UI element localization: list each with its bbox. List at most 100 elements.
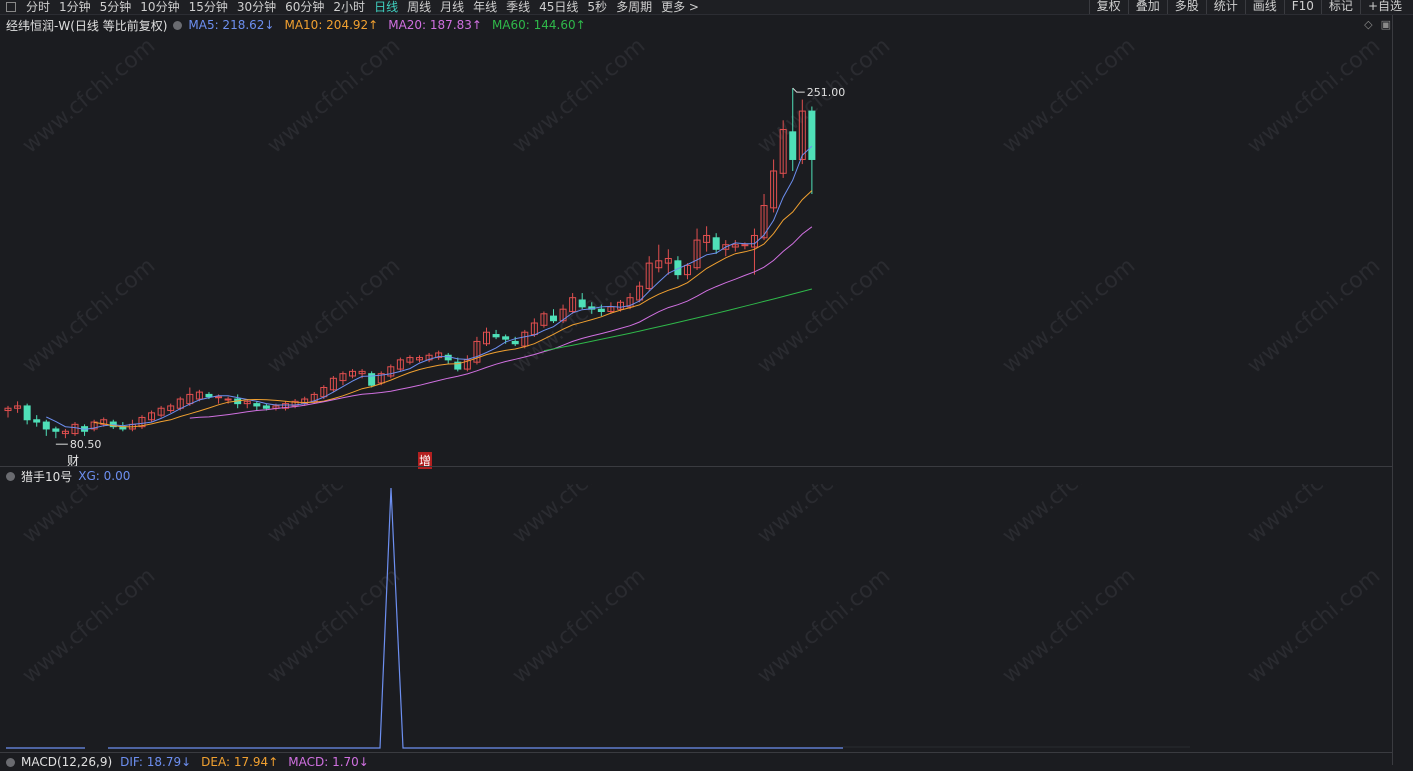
candle-body xyxy=(262,405,270,409)
period-tab-0[interactable]: 分时 xyxy=(26,0,51,14)
watermark-text: www.cfchi.com xyxy=(998,253,1140,378)
watermark-text: www.cfchi.com xyxy=(508,253,650,378)
candle-body xyxy=(569,297,577,312)
candle-body xyxy=(703,234,711,243)
candle-body xyxy=(626,297,634,308)
candlestick-chart[interactable]: www.cfchi.com www.cfchi.com www.cfchi.com w… xyxy=(0,34,1392,464)
candle-body xyxy=(559,308,567,322)
ma10-line xyxy=(94,190,813,428)
macd-title[interactable]: MACD(12,26,9) xyxy=(21,755,113,769)
candle-body xyxy=(760,205,768,239)
candle-body xyxy=(406,357,414,363)
panel-toggle-icon[interactable] xyxy=(6,2,16,12)
watermark-text: www.cfchi.com xyxy=(263,34,405,159)
panel-divider[interactable] xyxy=(0,466,1392,467)
watermark-text: www.cfchi.com xyxy=(508,484,650,549)
candle-body xyxy=(636,285,644,301)
indicator1-title[interactable]: 猎手10号 xyxy=(21,469,73,484)
candle-body xyxy=(655,260,663,269)
period-tab-8[interactable]: 日线 xyxy=(374,0,399,14)
candle-body xyxy=(157,407,165,416)
candle-body xyxy=(253,403,261,407)
period-tab-1[interactable]: 1分钟 xyxy=(59,0,91,14)
diamond-icon[interactable]: ◇ xyxy=(1364,18,1373,31)
right-tools: 复权 叠加 多股 统计 画线 F10 标记 +自选 xyxy=(1088,0,1409,14)
ma20-value: MA20: 187.83↑ xyxy=(388,18,482,32)
window-icon[interactable]: ▣ xyxy=(1380,18,1391,31)
macd-dea: DEA: 17.94↑ xyxy=(201,755,279,769)
stock-title[interactable]: 经纬恒润-W(日线 等比前复权) xyxy=(6,18,168,33)
panel-divider-2[interactable] xyxy=(0,752,1392,753)
ma20-line xyxy=(189,226,813,419)
tool-button-4[interactable]: 画线 xyxy=(1244,0,1284,14)
watermark-text: www.cfchi.com xyxy=(753,563,895,688)
candle-body xyxy=(339,373,347,382)
watermark-text: www.cfchi.com xyxy=(753,484,895,549)
candle-body xyxy=(664,258,672,264)
macd-legend: MACD(12,26,9) DIF: 18.79↓ DEA: 17.94↑ MA… xyxy=(0,753,379,771)
period-tab-7[interactable]: 2小时 xyxy=(333,0,366,14)
candle-body xyxy=(243,400,251,405)
candle-body xyxy=(502,336,510,340)
candle-body xyxy=(549,315,557,322)
watermark-text: www.cfchi.com xyxy=(753,253,895,378)
candle-body xyxy=(779,129,787,174)
candle-body xyxy=(435,352,443,359)
tool-button-6[interactable]: 标记 xyxy=(1320,0,1360,14)
period-tab-12[interactable]: 季线 xyxy=(506,0,531,14)
candle-body xyxy=(100,419,108,425)
low-price-label: 80.50 xyxy=(70,438,102,451)
period-tab-9[interactable]: 周线 xyxy=(407,0,432,14)
period-tab-2[interactable]: 5分钟 xyxy=(99,0,132,14)
tool-button-7[interactable]: +自选 xyxy=(1359,0,1409,14)
watermark-text: www.cfchi.com xyxy=(998,34,1140,159)
candle-body xyxy=(741,244,749,247)
period-tab-14[interactable]: 5秒 xyxy=(587,0,608,14)
watermark-text: www.cfchi.com xyxy=(263,484,405,549)
period-tab-3[interactable]: 10分钟 xyxy=(140,0,180,14)
candle-body xyxy=(377,373,385,384)
indicator1-toggle-icon[interactable] xyxy=(6,471,15,481)
period-tab-6[interactable]: 60分钟 xyxy=(285,0,325,14)
watermark-text: www.cfchi.com xyxy=(18,563,160,688)
period-tab-16[interactable]: 更多 > xyxy=(661,0,699,14)
period-tab-11[interactable]: 年线 xyxy=(473,0,498,14)
indicator1-chart[interactable]: www.cfchi.com www.cfchi.com www.cfchi.com w… xyxy=(0,484,1392,752)
candle-body xyxy=(454,361,462,370)
period-tab-15[interactable]: 多周期 xyxy=(616,0,653,14)
financial-report-mark[interactable]: 财 xyxy=(67,454,80,468)
ma5-value: MA5: 218.62↓ xyxy=(188,18,275,32)
candle-body xyxy=(368,373,376,386)
period-tab-4[interactable]: 15分钟 xyxy=(188,0,228,14)
candle-body xyxy=(770,170,778,209)
tool-button-5[interactable]: F10 xyxy=(1283,0,1321,14)
chart-corner-icons: ◇ ▣ xyxy=(1364,18,1391,31)
legend-toggle-icon[interactable] xyxy=(173,20,183,30)
candle-body xyxy=(14,405,22,409)
candle-body xyxy=(329,377,337,391)
candle-body xyxy=(71,423,79,435)
tool-button-2[interactable]: 多股 xyxy=(1166,0,1206,14)
tool-button-0[interactable]: 复权 xyxy=(1088,0,1128,14)
watermark-text: www.cfchi.com xyxy=(1243,253,1385,378)
macd-toggle-icon[interactable] xyxy=(6,757,15,767)
period-tab-5[interactable]: 30分钟 xyxy=(236,0,277,14)
high-price-label: 251.00 xyxy=(807,86,846,99)
watermark-text: www.cfchi.com xyxy=(18,484,160,549)
candle-body xyxy=(645,262,653,289)
candle-body xyxy=(712,237,720,250)
candle-body xyxy=(23,405,31,421)
tool-button-1[interactable]: 叠加 xyxy=(1127,0,1167,14)
candle-body xyxy=(387,366,395,377)
candle-body xyxy=(195,391,203,400)
candle-body xyxy=(396,359,404,370)
share-increase-mark[interactable]: 增 xyxy=(418,452,433,469)
price-axis[interactable] xyxy=(1392,15,1413,765)
period-tab-10[interactable]: 月线 xyxy=(440,0,465,14)
watermark-text: www.cfchi.com xyxy=(1243,484,1385,549)
candle-body xyxy=(473,340,481,363)
tool-button-3[interactable]: 统计 xyxy=(1205,0,1245,14)
candle-body xyxy=(4,407,12,412)
ma60-value: MA60: 144.60↑ xyxy=(491,18,586,32)
period-tab-13[interactable]: 45日线 xyxy=(539,0,579,14)
